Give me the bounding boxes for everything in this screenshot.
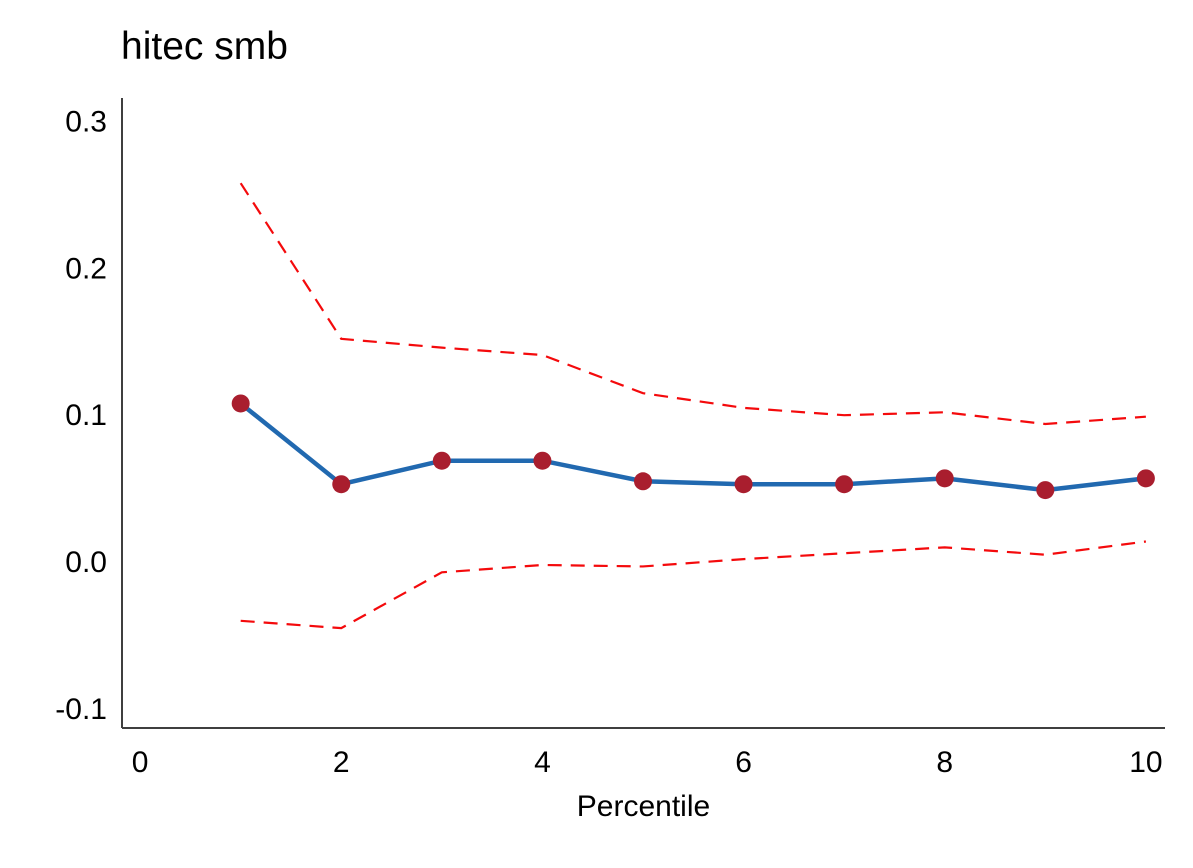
y-tick-label: 0.1 <box>65 399 107 432</box>
data-point-marker <box>633 472 652 491</box>
data-point-marker <box>533 451 552 470</box>
series-coefficient-line <box>239 401 1147 493</box>
data-point-marker <box>1036 481 1055 500</box>
x-tick-label: 8 <box>936 746 953 779</box>
data-point-marker <box>734 475 753 494</box>
y-tick-label: -0.1 <box>55 693 107 726</box>
y-tick-label: 0.3 <box>65 105 107 138</box>
series-lower-ci-line <box>240 540 1147 630</box>
x-tick-label: 4 <box>534 746 551 779</box>
series-upper-ci-line <box>239 182 1146 426</box>
data-point-marker <box>231 394 250 413</box>
x-tick-label: 2 <box>333 746 350 779</box>
x-tick-label: 10 <box>1129 746 1162 779</box>
x-tick-label: 6 <box>735 746 752 779</box>
y-tick-label: 0.2 <box>65 252 107 285</box>
data-point-marker <box>432 451 451 470</box>
x-tick-label: 0 <box>132 746 149 779</box>
data-point-marker <box>1136 469 1155 488</box>
data-point-marker <box>835 475 854 494</box>
x-axis-label: Percentile <box>576 790 711 823</box>
data-point-marker <box>332 475 351 494</box>
chart-title: hitec smb <box>121 25 288 68</box>
y-tick-label: 0.0 <box>65 546 107 579</box>
data-point-marker <box>935 469 954 488</box>
